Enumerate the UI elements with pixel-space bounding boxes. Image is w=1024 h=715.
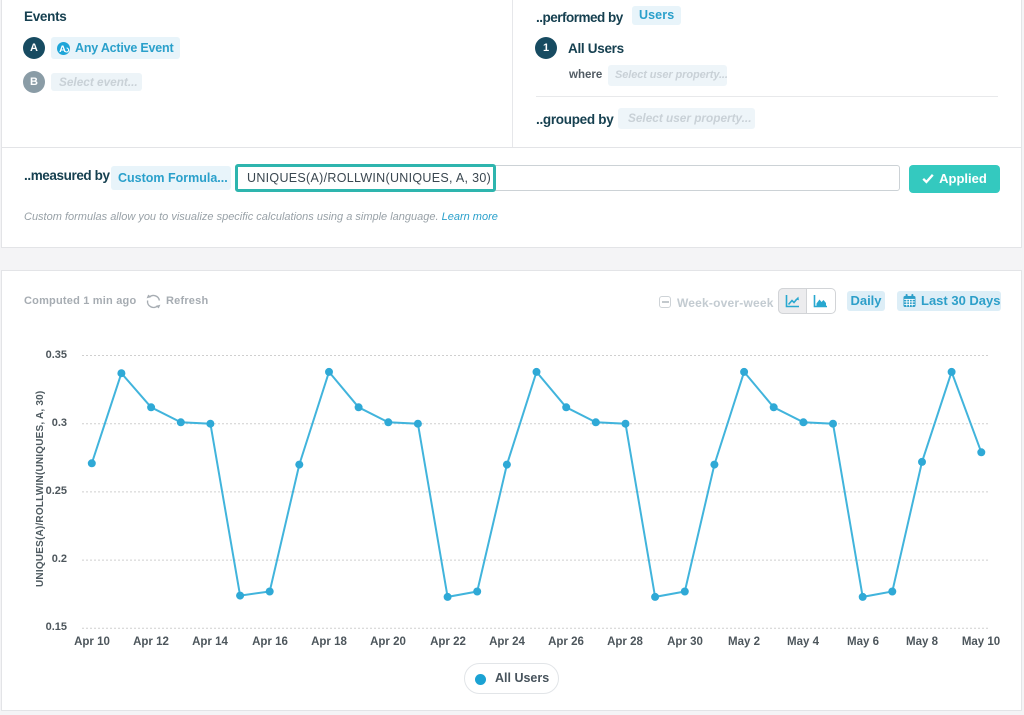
svg-text:A: A: [59, 44, 66, 55]
